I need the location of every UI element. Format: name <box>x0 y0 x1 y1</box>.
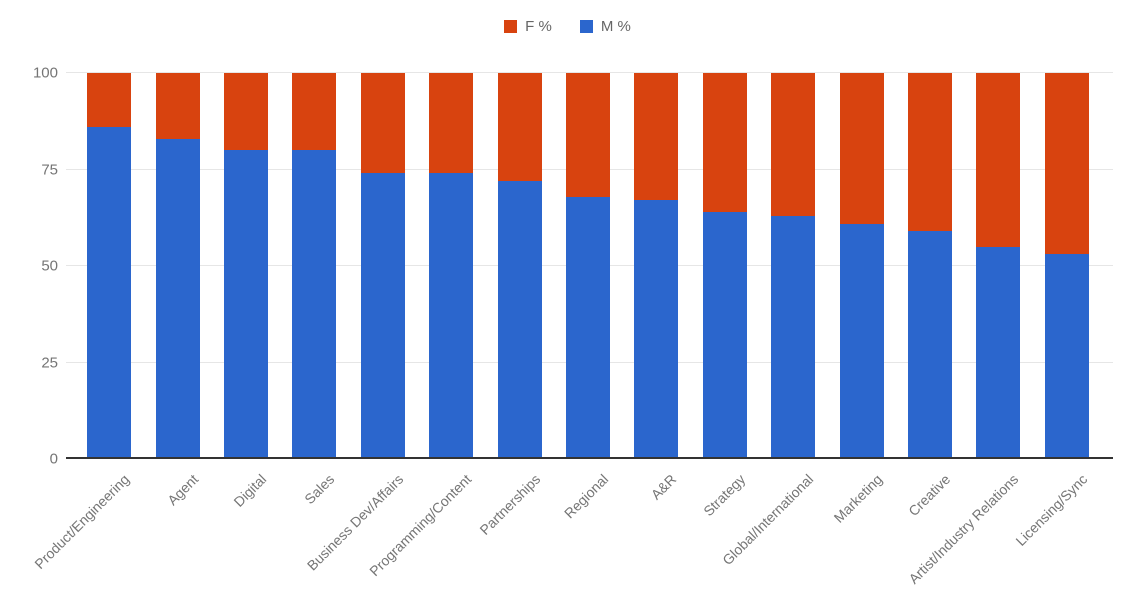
y-axis: 0 25 50 75 100 <box>0 65 58 468</box>
bar-segment-f[interactable] <box>702 73 747 212</box>
x-axis: Product/Engineering Agent Digital Sales Busi… <box>31 465 1101 597</box>
legend-item-f[interactable]: F % <box>504 18 552 35</box>
bar-segment-f[interactable] <box>360 73 405 174</box>
bar-artist-industry-relations[interactable] <box>976 73 1021 459</box>
bar-segment-m[interactable] <box>360 173 405 459</box>
x-axis-baseline <box>66 457 1113 459</box>
bar-segment-m[interactable] <box>1044 254 1089 459</box>
plot-area <box>66 72 1113 459</box>
bar-partnerships[interactable] <box>497 73 542 459</box>
legend-swatch-f-icon <box>504 20 518 33</box>
bar-segment-f[interactable] <box>1044 73 1089 255</box>
bar-licensing-sync[interactable] <box>1044 73 1089 459</box>
bar-segment-f[interactable] <box>771 73 816 216</box>
bar-segment-f[interactable] <box>634 73 679 201</box>
bar-regional[interactable] <box>566 73 610 459</box>
bar-segment-f[interactable] <box>497 73 542 182</box>
legend-item-m[interactable]: M % <box>579 18 631 35</box>
y-tick-label-100: 100 <box>32 64 58 82</box>
bar-segment-m[interactable] <box>634 200 679 459</box>
bar-agent[interactable] <box>155 73 200 459</box>
x-axis-label: Product/Engineering <box>31 471 133 573</box>
bar-segment-m[interactable] <box>702 211 747 459</box>
bar-segment-m[interactable] <box>87 127 132 459</box>
bar-segment-f[interactable] <box>292 73 337 151</box>
bar-segment-m[interactable] <box>771 215 816 459</box>
bar-marketing[interactable] <box>839 73 884 459</box>
bar-segment-f[interactable] <box>429 73 474 174</box>
y-tick-label-25: 25 <box>41 354 58 371</box>
bar-segment-f[interactable] <box>976 73 1021 247</box>
bar-segment-m[interactable] <box>429 173 474 459</box>
bar-segment-m[interactable] <box>497 181 542 459</box>
legend-swatch-m-icon <box>579 20 593 33</box>
bar-segment-f[interactable] <box>87 73 132 128</box>
bars-group <box>75 73 1101 459</box>
bar-global-international[interactable] <box>771 73 816 459</box>
y-tick-label-50: 50 <box>41 257 58 275</box>
y-tick-label-0: 0 <box>49 450 58 468</box>
bar-creative[interactable] <box>908 73 952 459</box>
bar-segment-m[interactable] <box>223 150 268 459</box>
bar-strategy[interactable] <box>702 73 747 459</box>
bar-segment-m[interactable] <box>908 231 952 459</box>
bar-sales[interactable] <box>292 73 337 459</box>
gridline-100 <box>66 72 1113 73</box>
y-tick-label-75: 75 <box>41 161 58 178</box>
bar-segment-m[interactable] <box>292 150 337 459</box>
bar-programming-content[interactable] <box>429 73 474 459</box>
chart-legend: F % M % <box>0 18 1135 35</box>
bar-segment-f[interactable] <box>223 73 268 151</box>
bar-segment-f[interactable] <box>155 73 200 139</box>
bar-a-r[interactable] <box>634 73 679 459</box>
bar-segment-f[interactable] <box>566 73 610 197</box>
bar-segment-m[interactable] <box>839 223 884 459</box>
legend-label-m: M % <box>600 18 631 35</box>
legend-label-f: F % <box>525 18 552 35</box>
bar-product-engineering[interactable] <box>87 73 132 459</box>
bar-segment-f[interactable] <box>839 73 884 224</box>
bar-segment-m[interactable] <box>155 138 200 459</box>
bar-digital[interactable] <box>223 73 268 459</box>
bar-segment-f[interactable] <box>908 73 952 232</box>
bar-segment-m[interactable] <box>976 246 1021 459</box>
bar-segment-m[interactable] <box>566 196 610 459</box>
bar-business-dev-affairs[interactable] <box>360 73 405 459</box>
